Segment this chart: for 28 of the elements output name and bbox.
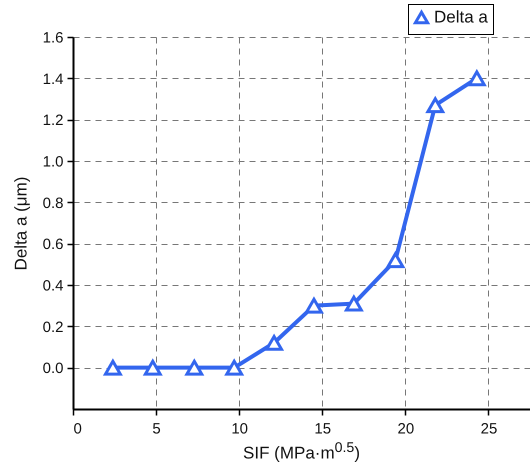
x-tick-label: 0 xyxy=(74,420,82,438)
y-tick-label: 1.0 xyxy=(42,154,64,170)
point xyxy=(305,298,323,314)
x-axis-title: SIF (MPa·m$^{0.5}$) xyxy=(242,440,361,464)
y-tick-label: 1.6 xyxy=(42,30,64,46)
y-tick-label: 0.0 xyxy=(42,360,64,378)
y-tick-label: 0.6 xyxy=(42,236,64,254)
y-tick-label: 1.4 xyxy=(42,70,64,88)
point xyxy=(344,296,363,312)
x-tick-label: 15 xyxy=(314,420,332,438)
y-axis-title: Delta a (μm) xyxy=(12,176,31,270)
y-tick-label: 0.8 xyxy=(42,194,64,212)
point xyxy=(104,360,122,376)
point xyxy=(468,70,486,86)
point xyxy=(185,360,204,376)
x-tick-label: 5 xyxy=(152,420,161,438)
x-tick-label: 25 xyxy=(480,420,498,438)
y-tick-label: 1.2 xyxy=(42,112,64,130)
y-tick-label: 0.4 xyxy=(42,278,64,294)
x-tick-label: 10 xyxy=(231,420,248,438)
point xyxy=(144,360,162,376)
point xyxy=(265,334,283,351)
point xyxy=(426,97,444,114)
y-tick-label: 0.2 xyxy=(42,318,64,336)
point xyxy=(225,360,244,376)
x-tick-label: 20 xyxy=(398,420,414,438)
legend-label: Delta a xyxy=(434,8,488,26)
point xyxy=(386,252,404,268)
